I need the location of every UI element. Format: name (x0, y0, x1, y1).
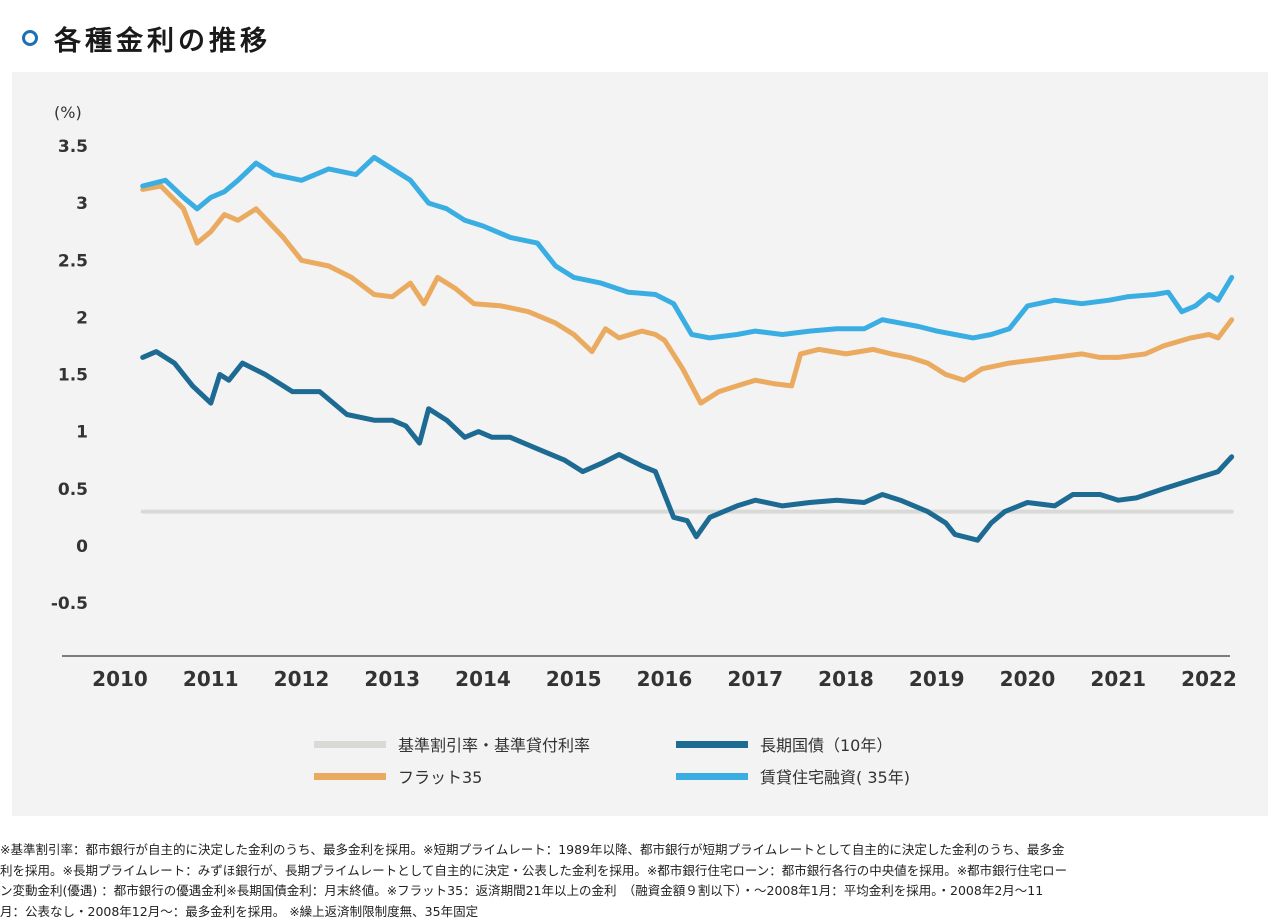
legend-swatch (314, 772, 386, 780)
series-line-flat35 (140, 183, 1235, 406)
y-tick-label: 3.5 (58, 137, 88, 157)
header: 各種金利の推移 (22, 14, 271, 62)
legend-item-discount-rate: 基準割引率・基準貸付利率 (314, 732, 590, 756)
footnotes: ※基準割引率：都市銀行が自主的に決定した金利のうち、最多金利を採用。※短期プライ… (0, 840, 1278, 922)
x-tick-label: 2014 (455, 667, 511, 691)
x-tick-label: 2020 (1000, 667, 1056, 691)
legend-item-rental-loan: 賃貸住宅融資( 35年) (676, 764, 910, 788)
legend-label: 基準割引率・基準貸付利率 (398, 736, 591, 755)
y-tick-label: 2 (76, 308, 88, 328)
x-tick-label: 2019 (909, 667, 965, 691)
x-tick-label: 2016 (637, 667, 693, 691)
footnote-line: ※基準割引率：都市銀行が自主的に決定した金利のうち、最多金利を採用。※短期プライ… (0, 842, 1065, 857)
legend-label: フラット35 (398, 768, 483, 787)
legend-item-flat35: フラット35 (314, 764, 482, 788)
legend-label: 長期国債（10年） (760, 736, 893, 755)
circle-bullet-icon (22, 30, 38, 46)
y-tick-label: 1 (76, 423, 88, 443)
y-tick-label: 2.5 (58, 251, 88, 271)
x-tick-label: 2018 (818, 667, 874, 691)
x-tick-label: 2013 (364, 667, 420, 691)
x-tick-label: 2012 (274, 667, 330, 691)
series-line-rental-loan (140, 154, 1235, 341)
x-tick-label: 2015 (546, 667, 602, 691)
legend-item-jgb-10y: 長期国債（10年） (676, 732, 892, 756)
interest-rate-chart: (%) 3.5 3 2.5 2 1.5 1 0.5 0 -0.5 2010 2011 2012 2013 2… (51, 103, 1237, 691)
x-tick-label: 2011 (183, 667, 239, 691)
footnote-line: 月：公表なし・2008年12月～：最多金利を採用。 ※繰上返済制限制度無、35年… (0, 903, 479, 919)
x-tick-label: 2010 (92, 667, 148, 691)
footnote-line: ン変動金利(優遇) ：都市銀行の優遇金利※長期国債金利：月末終値。※フラット35… (0, 883, 1044, 898)
y-tick-label: -0.5 (51, 594, 88, 614)
y-tick-label: 0 (76, 537, 88, 557)
series-line-jgb-10y (140, 349, 1235, 543)
footnote-line: 利を採用。※長期プライムレート：みずほ銀行が、長期プライムレートとして自主的に決… (0, 862, 1068, 878)
y-tick-label: 0.5 (58, 480, 88, 500)
legend-swatch (676, 740, 748, 748)
y-axis-unit-label: (%) (54, 103, 82, 122)
legend-swatch (676, 772, 748, 780)
x-tick-label: 2021 (1090, 667, 1146, 691)
page-title: 各種金利の推移 (54, 25, 271, 57)
y-tick-label: 1.5 (58, 366, 88, 386)
chart-panel: (%) 3.5 3 2.5 2 1.5 1 0.5 0 -0.5 2010 2011 2012 2013 2… (12, 72, 1268, 816)
x-tick-label: 2022 (1181, 667, 1237, 691)
legend-swatch (314, 740, 386, 748)
y-tick-label: 3 (76, 194, 88, 214)
x-tick-label: 2017 (727, 667, 783, 691)
legend-label: 賃貸住宅融資( 35年) (760, 768, 910, 787)
